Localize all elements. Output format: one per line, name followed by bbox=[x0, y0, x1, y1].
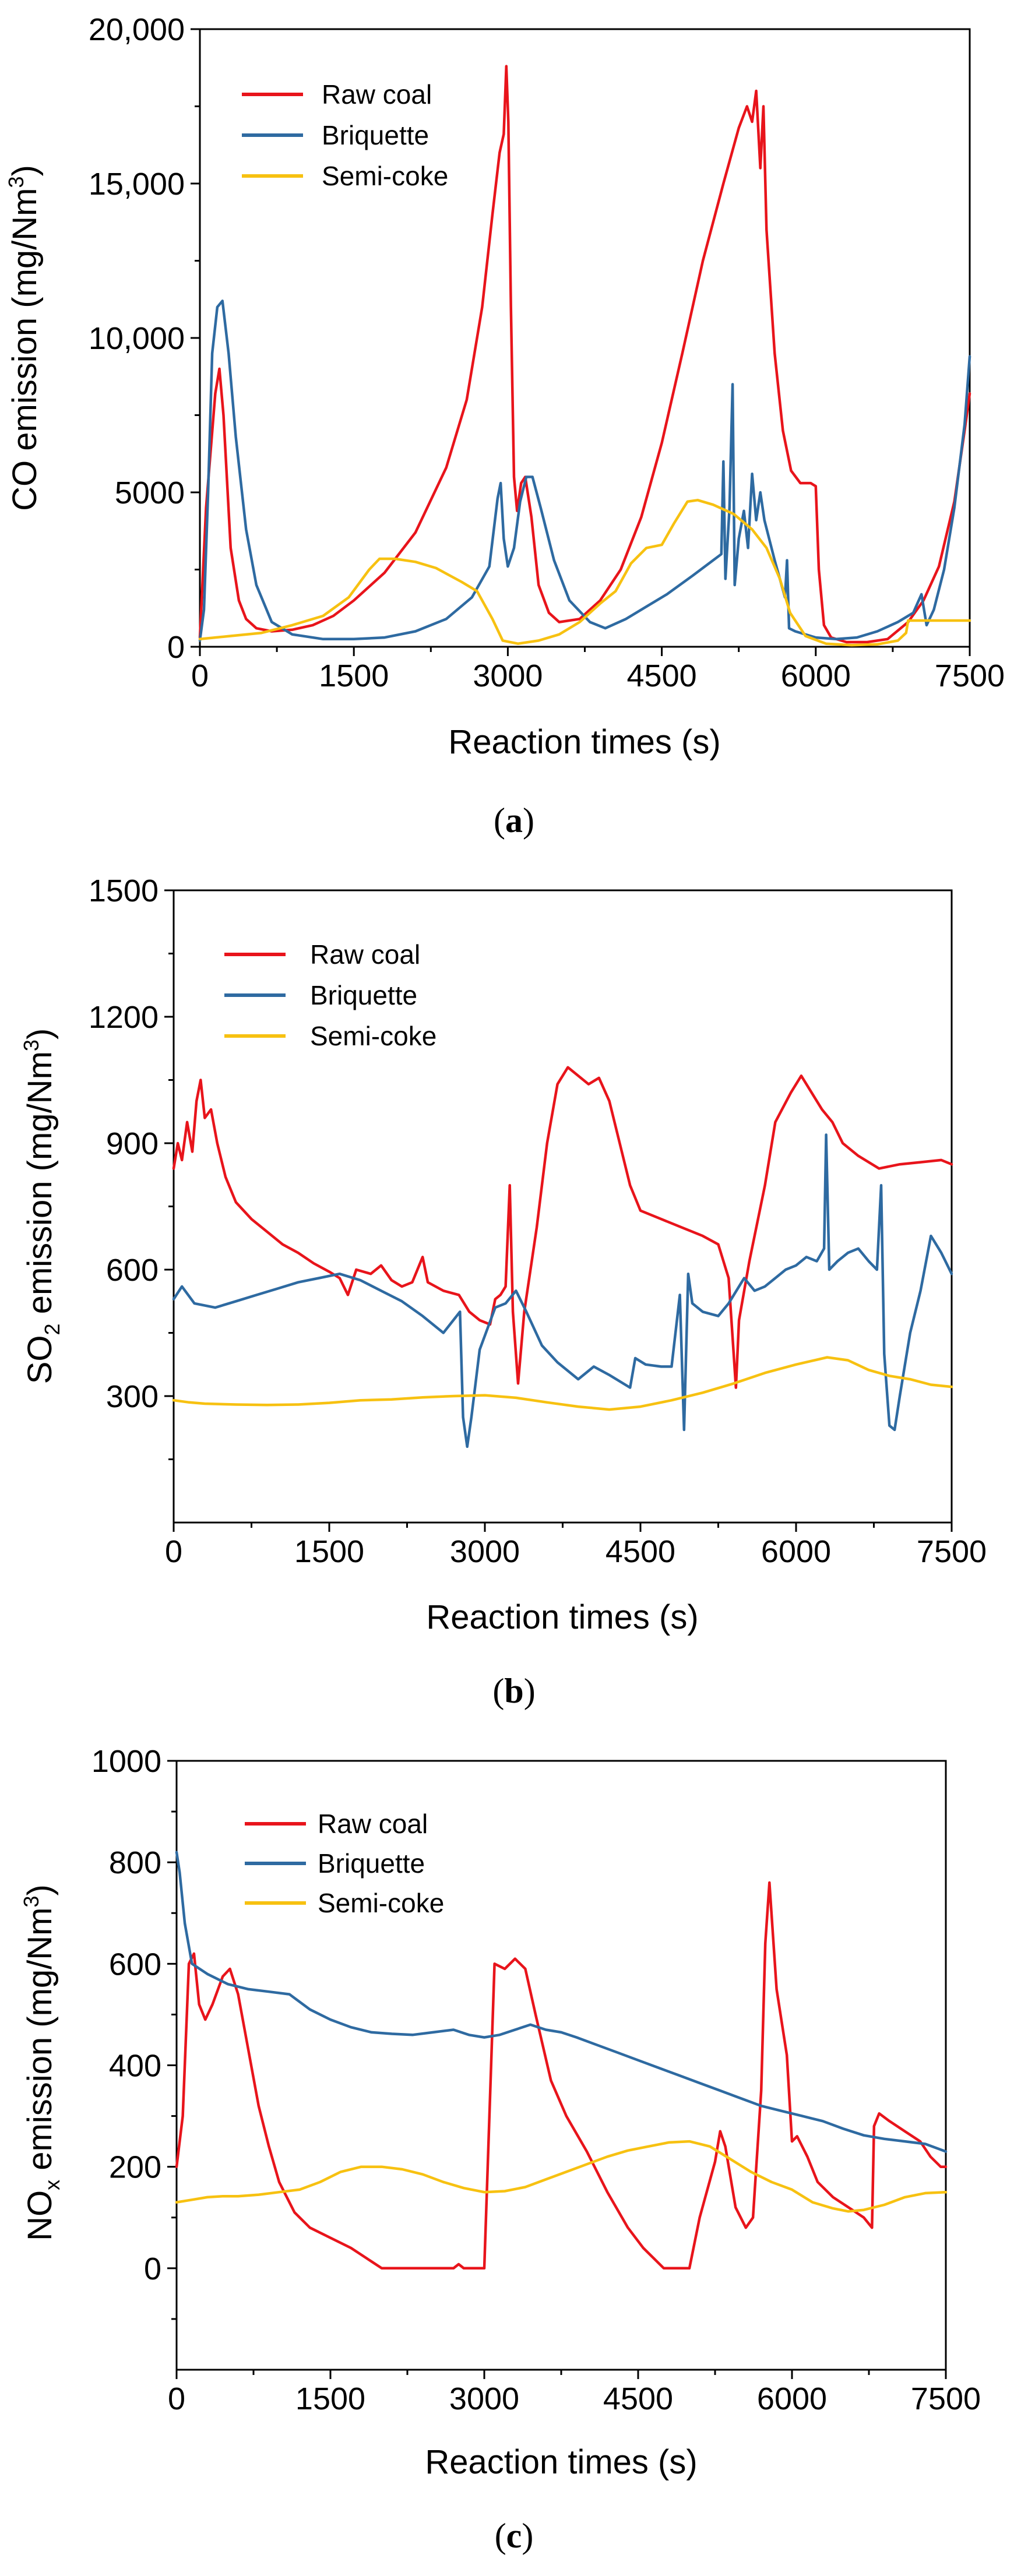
legend-label-briquette: Briquette bbox=[310, 980, 417, 1010]
series-line-briquette bbox=[175, 1851, 948, 2153]
axis-ticks: 0 1500 3000 4500 6000 7500 0 5000 10,000 15,000 20… bbox=[89, 12, 1005, 693]
series-lines bbox=[198, 65, 971, 647]
x-tick-label: 4500 bbox=[603, 2381, 673, 2416]
legend: Raw coal Briquette Semi-coke bbox=[224, 939, 436, 1051]
y-tick-label: 0 bbox=[167, 630, 185, 665]
y-tick-label: 1000 bbox=[91, 1744, 161, 1779]
series-line-semi-coke bbox=[198, 499, 971, 647]
x-tick-label: 4500 bbox=[605, 1534, 675, 1569]
legend-label-raw-coal: Raw coal bbox=[310, 939, 420, 970]
x-tick-label: 7500 bbox=[911, 2381, 981, 2416]
y-tick-label: 600 bbox=[109, 1947, 161, 1982]
legend: Raw coal Briquette Semi-coke bbox=[242, 79, 448, 191]
y-tick-label: 200 bbox=[109, 2150, 161, 2185]
series-lines bbox=[175, 1851, 948, 2270]
y-axis-title: SO2 emission (mg/Nm3) bbox=[19, 1028, 64, 1384]
x-tick-label: 0 bbox=[165, 1534, 182, 1569]
panel-label: (b) bbox=[492, 1672, 535, 1710]
series-lines bbox=[172, 1066, 953, 1449]
x-tick-label: 6000 bbox=[761, 1534, 831, 1569]
y-tick-label: 900 bbox=[106, 1126, 159, 1161]
y-tick-label: 1500 bbox=[89, 873, 159, 908]
legend-label-briquette: Briquette bbox=[318, 1848, 425, 1879]
x-tick-label: 1500 bbox=[295, 2381, 365, 2416]
y-axis-title: NOx emission (mg/Nm3) bbox=[19, 1884, 64, 2241]
legend-label-semi-coke: Semi-coke bbox=[310, 1021, 436, 1051]
x-tick-label: 4500 bbox=[627, 658, 697, 693]
legend: Raw coal Briquette Semi-coke bbox=[245, 1809, 444, 1918]
y-tick-label: 20,000 bbox=[89, 12, 185, 47]
y-tick-label: 0 bbox=[144, 2251, 161, 2286]
series-line-raw-coal bbox=[175, 1881, 948, 2270]
x-tick-label: 1500 bbox=[319, 658, 389, 693]
co-emission-chart: 0 1500 3000 4500 6000 7500 0 5000 10,000 15,000 20… bbox=[4, 12, 1005, 840]
so2-emission-chart: 0 1500 3000 4500 6000 7500 300 600 900 1200 1500 R… bbox=[19, 873, 987, 1710]
axis-ticks: 0 1500 3000 4500 6000 7500 0 200 400 600 800 1000 bbox=[91, 1744, 981, 2416]
legend-label-raw-coal: Raw coal bbox=[322, 79, 432, 110]
series-line-semi-coke bbox=[172, 1356, 953, 1411]
legend-label-briquette: Briquette bbox=[322, 120, 429, 150]
y-tick-label: 600 bbox=[106, 1253, 159, 1288]
legend-label-semi-coke: Semi-coke bbox=[322, 161, 448, 191]
y-axis-title: CO emission (mg/Nm3) bbox=[4, 165, 44, 511]
y-tick-label: 10,000 bbox=[89, 321, 185, 356]
plot-frame bbox=[199, 28, 971, 648]
plot-frame bbox=[175, 1760, 947, 2371]
panel-label: (c) bbox=[495, 2517, 534, 2555]
x-tick-label: 0 bbox=[168, 2381, 185, 2416]
y-tick-label: 300 bbox=[106, 1379, 159, 1414]
axis-ticks: 0 1500 3000 4500 6000 7500 300 600 900 1200 1500 bbox=[89, 873, 987, 1569]
x-tick-label: 7500 bbox=[935, 658, 1005, 693]
x-tick-label: 6000 bbox=[757, 2381, 827, 2416]
panel-label: (a) bbox=[494, 801, 534, 840]
y-tick-label: 1200 bbox=[89, 1000, 159, 1035]
x-axis-title: Reaction times (s) bbox=[448, 723, 720, 761]
x-tick-label: 7500 bbox=[917, 1534, 987, 1569]
series-line-raw-coal bbox=[198, 65, 971, 644]
y-tick-label: 5000 bbox=[115, 475, 185, 510]
series-line-briquette bbox=[198, 299, 971, 642]
x-tick-label: 3000 bbox=[449, 2381, 519, 2416]
series-line-briquette bbox=[172, 1133, 953, 1449]
y-tick-label: 15,000 bbox=[89, 167, 185, 202]
legend-label-semi-coke: Semi-coke bbox=[318, 1888, 444, 1918]
x-tick-label: 3000 bbox=[473, 658, 543, 693]
series-line-semi-coke bbox=[175, 2140, 948, 2213]
series-line-raw-coal bbox=[172, 1066, 953, 1389]
y-tick-label: 400 bbox=[109, 2049, 161, 2084]
legend-label-raw-coal: Raw coal bbox=[318, 1809, 428, 1839]
y-tick-label: 800 bbox=[109, 1845, 161, 1880]
x-axis-title: Reaction times (s) bbox=[426, 1598, 698, 1636]
nox-emission-chart: 0 1500 3000 4500 6000 7500 0 200 400 600 800 1000 R… bbox=[19, 1744, 981, 2555]
x-tick-label: 1500 bbox=[294, 1534, 364, 1569]
plot-frame bbox=[172, 889, 953, 1524]
x-axis-title: Reaction times (s) bbox=[425, 2443, 697, 2481]
x-tick-label: 0 bbox=[191, 658, 209, 693]
x-tick-label: 3000 bbox=[450, 1534, 520, 1569]
x-tick-label: 6000 bbox=[781, 658, 851, 693]
